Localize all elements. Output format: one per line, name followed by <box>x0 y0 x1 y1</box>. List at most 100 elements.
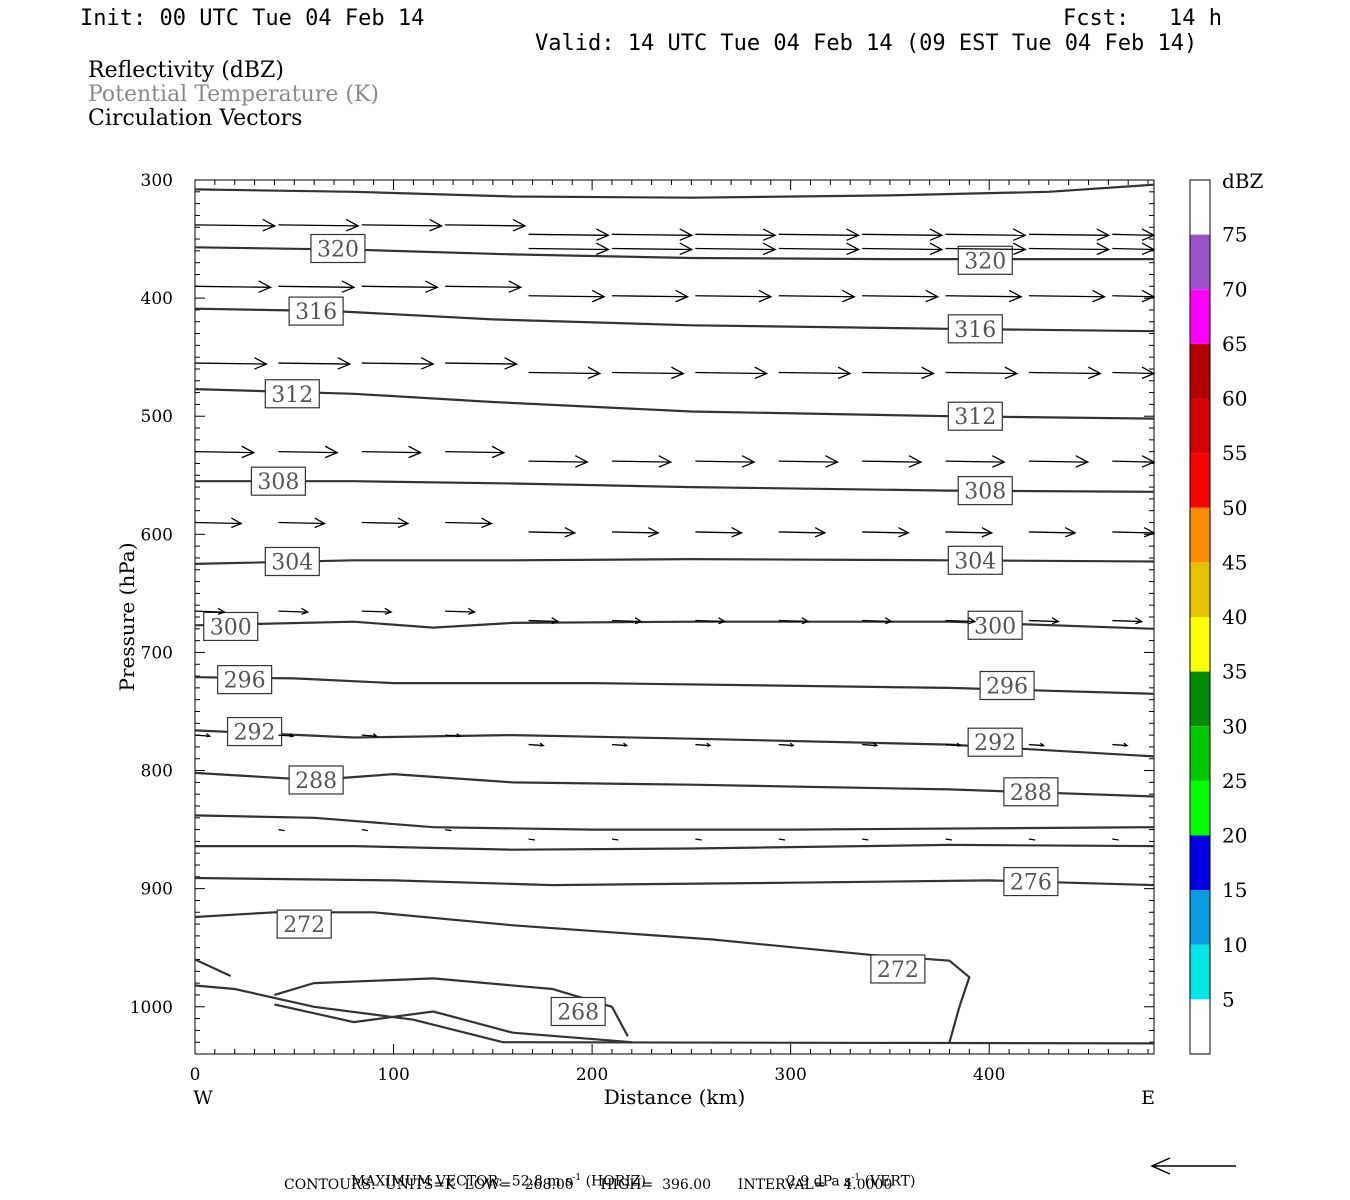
colorbar-title: dBZ <box>1222 169 1264 193</box>
colorbar-level-label: 65 <box>1222 332 1247 356</box>
max-vector-label: MAXIMUM VECTOR: 52.8 m s-1 (HORIZ) <box>350 1173 646 1190</box>
valid-time: Valid: 14 UTC Tue 04 Feb 14 (09 EST Tue … <box>535 31 1198 56</box>
y-tick-label: 1000 <box>130 998 173 1018</box>
vector-shaft <box>611 531 659 534</box>
contour-label-box <box>967 727 1023 757</box>
vector-head <box>842 289 856 303</box>
vector-head <box>587 366 602 380</box>
vector-head <box>408 445 423 459</box>
vector-head <box>420 357 435 370</box>
vector-shaft <box>945 233 1026 236</box>
vector-head <box>539 742 545 747</box>
vector-head <box>314 517 327 529</box>
vector-head <box>675 289 690 303</box>
vector-head <box>741 455 756 468</box>
vector-head <box>1141 242 1156 256</box>
vector-head <box>1141 289 1156 303</box>
vector-head <box>429 218 444 232</box>
vector-head <box>634 617 643 625</box>
vector-head <box>467 607 477 615</box>
contour-label-box <box>550 996 606 1027</box>
vector-shaft <box>611 460 671 463</box>
vector-shaft <box>778 460 838 463</box>
contour-label: 288 <box>295 769 337 794</box>
vector-shaft <box>862 619 892 623</box>
vector-shaft <box>1028 295 1105 298</box>
max-vector-vert-label: 2.9 dPa s-1 (VERT) <box>778 1160 916 1190</box>
colorbar-segment <box>1190 562 1210 617</box>
vector-shaft <box>528 531 575 534</box>
colorbar-level-label: 45 <box>1222 550 1247 574</box>
contour-label: 268 <box>557 1000 599 1025</box>
vector-head <box>679 242 694 256</box>
contour-label: 320 <box>964 249 1006 274</box>
vector-head <box>873 742 879 747</box>
vector-head <box>1013 228 1027 241</box>
vector-head <box>1092 289 1107 303</box>
vector-head <box>658 455 673 468</box>
colorbar-level-label: 25 <box>1222 769 1247 793</box>
vector-shaft <box>194 450 254 454</box>
colorbar-segment <box>1190 234 1210 290</box>
colorbar-segment <box>1190 999 1210 1054</box>
vector-shaft <box>862 233 942 236</box>
colorbar-level-label: 35 <box>1222 660 1247 684</box>
theta-contour <box>194 958 232 977</box>
vector-head <box>551 617 560 625</box>
colorbar-level-label: 70 <box>1222 277 1247 301</box>
contour-label: 312 <box>271 383 313 408</box>
vector-shaft <box>1112 531 1155 534</box>
max-vector-vert: 2.9 dPa s <box>786 1173 852 1190</box>
vector-shaft <box>862 247 942 251</box>
contour-label-box <box>957 245 1013 275</box>
vector-shaft <box>278 610 308 613</box>
y-tick-label: 900 <box>141 880 173 900</box>
theta-contour <box>194 183 1155 199</box>
vector-shaft <box>445 521 492 525</box>
contour-label-box <box>288 296 344 326</box>
contour-label: 276 <box>1010 871 1052 896</box>
vector-head <box>345 218 360 232</box>
vector-head <box>671 366 685 380</box>
vector-shaft <box>695 460 755 463</box>
vector-head <box>1075 455 1090 468</box>
vector-head <box>731 526 744 538</box>
contour-label-box <box>264 546 320 577</box>
vector-shaft <box>278 521 325 525</box>
vector-shaft <box>361 362 434 365</box>
vector-shaft <box>1112 460 1155 463</box>
colorbar-segment <box>1190 890 1210 945</box>
vector-shaft <box>278 285 354 288</box>
contour-label: 300 <box>210 615 252 640</box>
vector-head <box>925 289 940 303</box>
vector-shaft <box>611 233 692 236</box>
vector-shaft <box>945 838 952 841</box>
vector-shaft <box>945 247 1026 251</box>
vector-head <box>372 733 379 738</box>
vector-shaft <box>695 247 776 251</box>
vector-head <box>908 455 923 468</box>
vector-head <box>217 607 226 615</box>
contour-label: 308 <box>257 470 299 495</box>
vector-head <box>262 218 277 232</box>
west-label: W <box>193 1087 213 1109</box>
theta-contour <box>195 843 1155 851</box>
vector-shaft <box>1028 371 1101 375</box>
x-tick-label: 100 <box>377 1065 409 1085</box>
vector-head <box>241 445 256 459</box>
vector-head <box>596 228 610 241</box>
contour-label-box <box>1003 777 1059 807</box>
vector-head <box>1088 366 1102 380</box>
contour-label: 272 <box>877 958 919 983</box>
vector-shaft <box>194 362 267 365</box>
vector-head <box>968 617 977 625</box>
vector-head <box>846 228 861 241</box>
vector-shaft <box>1028 531 1076 534</box>
vector-shaft <box>194 285 271 288</box>
vector-head <box>884 617 894 625</box>
vector-head <box>230 517 243 529</box>
vector-head <box>337 357 352 370</box>
contour-label-box <box>979 670 1035 701</box>
vector-head <box>1040 742 1046 747</box>
vector-head <box>301 607 310 615</box>
